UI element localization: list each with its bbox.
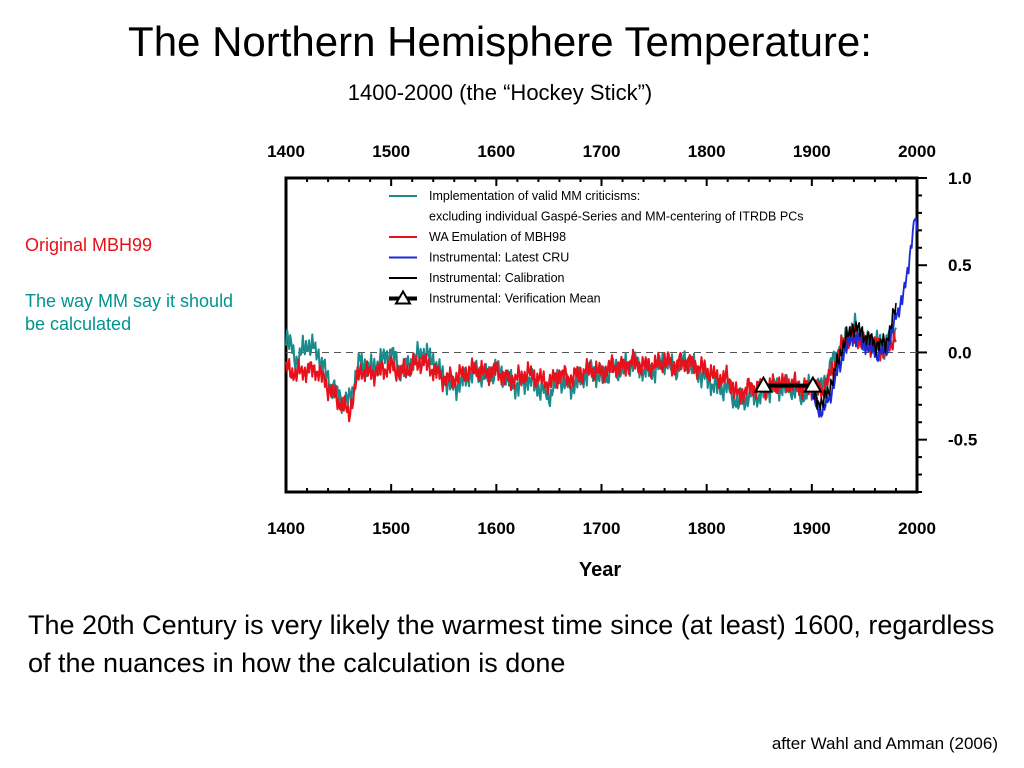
legend-entry-label: Instrumental: Calibration [429,271,565,285]
x-tick-label-top: 1600 [477,142,515,161]
y-tick-label: 0.5 [948,256,972,275]
series-line-1 [285,325,897,423]
x-tick-label-bottom: 1700 [583,519,621,538]
verification-mean-marker [753,375,774,393]
legend-entry-label: Implementation of valid MM criticisms: [429,189,640,203]
slide-title: The Northern Hemisphere Temperature: [128,18,872,65]
x-axis-label: Year [579,559,621,581]
y-tick-label: 0.0 [948,343,972,362]
x-tick-label-top: 1900 [793,142,831,161]
verification-mean-marker [803,375,823,393]
legend-triangle [394,289,412,305]
legend-entry-label: excluding individual Gaspé-Series and MM… [429,210,803,224]
x-tick-label-top: 1400 [267,142,305,161]
x-tick-label-bottom: 2000 [898,519,936,538]
x-tick-label-bottom: 1400 [267,519,305,538]
x-tick-label-bottom: 1600 [477,519,515,538]
source-credit: after Wahl and Amman (2006) [771,734,998,753]
y-tick-label: -0.5 [948,431,977,450]
legend: Implementation of valid MM criticisms: ex… [389,189,803,306]
slide-subtitle: 1400-2000 (the “Hockey Stick”) [347,80,653,105]
hockey-stick-chart: 1400 1400 1500 1500 1600 1600 1700 1700 1800 1800… [267,142,977,581]
x-tick-label-bottom: 1800 [688,519,726,538]
x-tick-label-top: 1800 [688,142,726,161]
series-line-3 [813,302,897,411]
legend-entry-label: Instrumental: Latest CRU [429,251,569,265]
legend-entry-label: WA Emulation of MBH98 [429,230,566,244]
x-tick-label-bottom: 1500 [372,519,410,538]
x-tick-label-top: 1700 [583,142,621,161]
series-layer [285,217,918,423]
legend-entry-label: Instrumental: Verification Mean [429,292,601,306]
x-tick-label-top: 2000 [898,142,936,161]
x-tick-label-top: 1500 [372,142,410,161]
y-tick-label: 1.0 [948,169,972,188]
x-tick-label-bottom: 1900 [793,519,831,538]
plot-area-border [284,176,919,494]
conclusion-text: The 20th Century is very likely the warm… [28,610,995,678]
side-note-mm: The way MM say it should be calculated [25,291,234,334]
side-note-original: Original MBH99 [25,235,153,255]
